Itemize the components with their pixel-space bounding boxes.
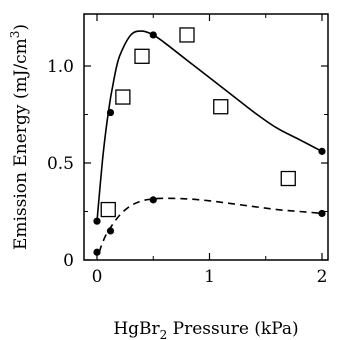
plot-frame: [83, 13, 329, 261]
solid-curve-point: [149, 31, 157, 39]
open-square-point: [213, 99, 229, 115]
x-tick-label: 0: [92, 267, 103, 287]
dashed-curve-point: [318, 209, 326, 218]
axis-ticks: [84, 14, 328, 261]
dashed-curve-point: [93, 248, 101, 256]
tick-labels: 0 1 2 0 0.5 1.0: [47, 57, 327, 287]
open-square-point: [179, 27, 195, 43]
solid-curve-point: [318, 147, 326, 155]
y-tick-label: 1.0: [47, 57, 74, 77]
dashed-curve-point: [149, 196, 157, 204]
solid-curve-point: [93, 217, 101, 225]
y-tick-label: 0: [63, 251, 74, 271]
open-square-point: [115, 89, 131, 105]
y-axis-label: Emission Energy (mJ/cm3): [8, 24, 31, 250]
dashed-curve-point: [106, 227, 115, 235]
x-tick-label: 1: [204, 267, 215, 287]
solid-curve-point: [106, 108, 115, 117]
dashed-fit-curve: [98, 197, 323, 253]
open-square-point: [134, 48, 150, 64]
x-axis-label: HgBr2 Pressure (kPa): [113, 319, 298, 340]
fit-curves: [96, 30, 323, 253]
open-square-point: [100, 201, 116, 218]
x-tick-label: 2: [317, 267, 328, 287]
open-square-point: [280, 170, 296, 187]
solid-fit-curve: [96, 30, 323, 222]
data-points: [93, 27, 326, 256]
y-tick-label: 0.5: [47, 154, 74, 174]
